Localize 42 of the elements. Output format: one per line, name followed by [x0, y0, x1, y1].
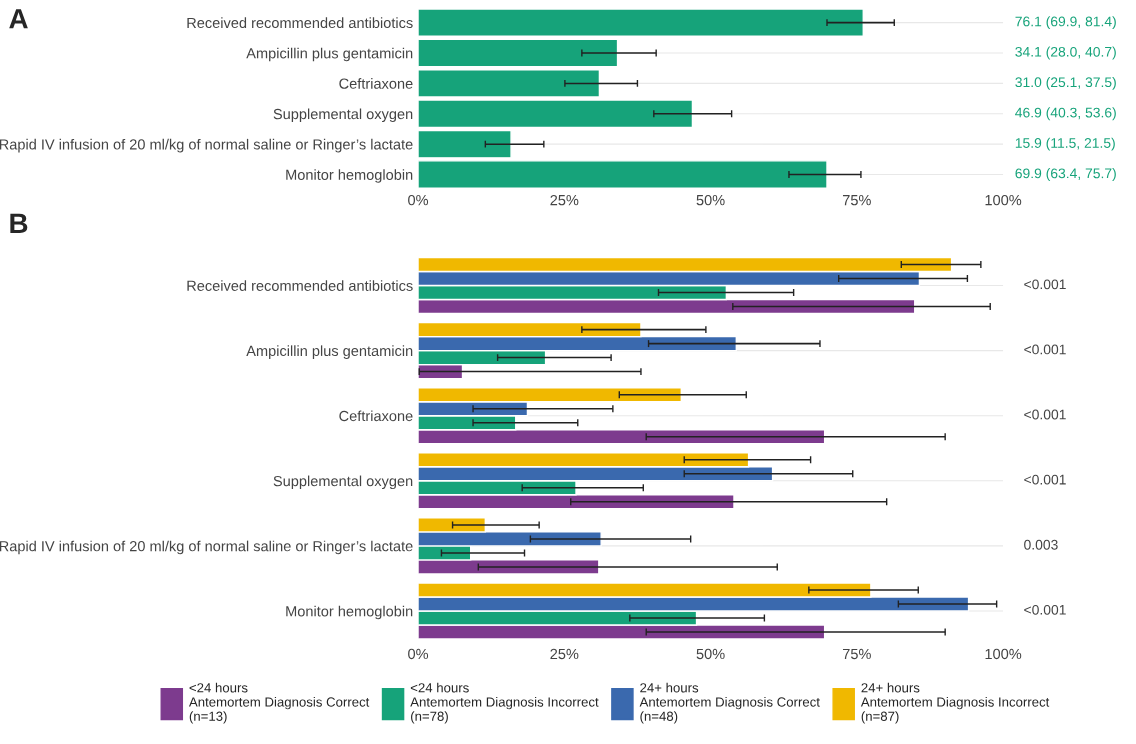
- legend-label: 24+ hours Antemortem Diagnosis Correct (n=48): [639, 682, 820, 724]
- data-label: 15.9 (11.5, 21.5): [1015, 137, 1115, 151]
- y-tick-label: Ceftriaxone: [339, 410, 413, 422]
- x-tick-label: 25%: [550, 194, 579, 206]
- legend-label: <24 hours Antemortem Diagnosis Correct (n=13): [188, 682, 370, 724]
- y-tick-label: Monitor hemoglobin: [286, 605, 413, 620]
- text: A: [9, 9, 28, 29]
- x-tick-label: 50%: [696, 648, 725, 660]
- text: <0.001: [1024, 279, 1066, 290]
- data-label: 34.1 (28.0, 40.7): [1015, 46, 1116, 60]
- legend-label: <24 hours Antemortem Diagnosis Incorrect (n=78): [410, 682, 599, 724]
- x-tick-label: 25%: [550, 648, 579, 660]
- y-tick-label: Supplemental oxygen: [273, 475, 413, 490]
- y-tick-label: Rapid IV infusion of 20 ml/kg of normal saline or Ringer’s lactate: [0, 540, 413, 555]
- text: B: [10, 213, 28, 233]
- x-tick-label: 0%: [408, 194, 429, 206]
- text: <0.001: [1024, 604, 1066, 615]
- y-tick-label: Ampicillin plus gentamicin: [246, 345, 413, 359]
- y-tick-label: Ampicillin plus gentamicin: [246, 47, 413, 62]
- y-tick-label: Ceftriaxone: [339, 78, 413, 89]
- x-tick-label: 0%: [408, 648, 429, 660]
- text: <0.001: [1024, 474, 1066, 485]
- x-tick-label: 75%: [842, 648, 871, 660]
- bar: [418, 8, 864, 37]
- legend-label: 24+ hours Antemortem Diagnosis Incorrect (n=87): [860, 682, 1050, 724]
- x-tick-label: 100%: [985, 648, 1022, 660]
- text: <0.001: [1024, 344, 1066, 355]
- y-tick-label: Supplemental oxygen: [273, 108, 413, 123]
- data-label: 76.1 (69.9, 81.4): [1015, 16, 1116, 30]
- y-tick-label: Monitor hemoglobin: [286, 169, 413, 183]
- text: <0.001: [1024, 409, 1066, 420]
- data-label: 46.9 (40.3, 53.6): [1015, 107, 1116, 121]
- data-label: 69.9 (63.4, 75.7): [1015, 168, 1116, 181]
- x-tick-label: 100%: [985, 194, 1022, 206]
- data-label: 31.0 (25.1, 37.5): [1015, 76, 1116, 90]
- y-tick-label: Received recommended antibiotics: [187, 280, 413, 291]
- x-tick-label: 75%: [842, 195, 871, 206]
- text: 0.003: [1024, 539, 1058, 550]
- bar: [418, 38, 619, 68]
- x-tick-label: 50%: [696, 194, 725, 206]
- y-tick-label: Rapid IV infusion of 20 ml/kg of normal saline or Ringer’s lactate: [0, 138, 413, 153]
- y-tick-label: Received recommended antibiotics: [187, 17, 413, 29]
